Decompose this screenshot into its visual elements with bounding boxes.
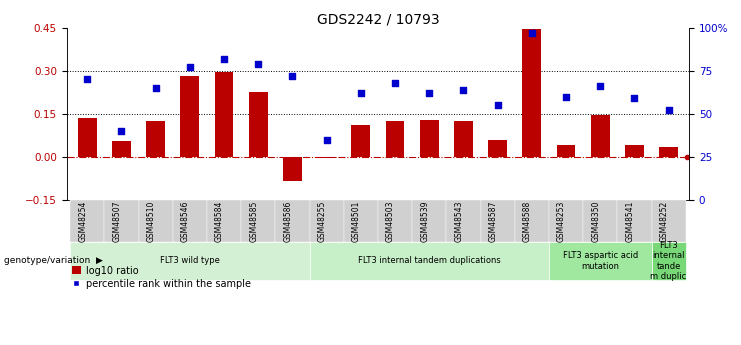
Bar — [283, 157, 302, 181]
Bar — [317, 157, 336, 158]
Point — [218, 56, 230, 61]
Bar — [351, 125, 370, 157]
Point — [457, 87, 469, 92]
Bar — [659, 147, 678, 157]
Bar — [215, 72, 233, 157]
Text: FLT3 aspartic acid
mutation: FLT3 aspartic acid mutation — [562, 251, 638, 270]
Bar — [249, 92, 268, 157]
Bar — [112, 141, 131, 157]
Point — [628, 96, 640, 101]
Bar — [454, 121, 473, 157]
Text: GSM48350: GSM48350 — [591, 200, 600, 242]
Text: GSM48588: GSM48588 — [523, 200, 532, 242]
Text: GSM48543: GSM48543 — [454, 200, 463, 242]
Title: GDS2242 / 10793: GDS2242 / 10793 — [316, 12, 439, 27]
Text: GSM48507: GSM48507 — [113, 200, 122, 242]
Text: GSM48586: GSM48586 — [283, 200, 293, 242]
Point — [252, 61, 264, 67]
Bar — [556, 146, 576, 157]
Point — [321, 137, 333, 142]
Point — [526, 30, 538, 36]
Text: GSM48587: GSM48587 — [488, 200, 498, 242]
Text: GSM48253: GSM48253 — [557, 200, 566, 242]
Point — [560, 94, 572, 99]
Text: FLT3 internal tandem duplications: FLT3 internal tandem duplications — [358, 256, 501, 265]
Bar — [488, 140, 507, 157]
Point — [355, 90, 367, 96]
Text: genotype/variation  ▶: genotype/variation ▶ — [4, 256, 102, 265]
Bar — [78, 118, 96, 157]
Text: GSM48254: GSM48254 — [79, 200, 87, 242]
Text: GSM48501: GSM48501 — [352, 200, 361, 242]
Text: GSM48510: GSM48510 — [147, 200, 156, 242]
Point — [594, 83, 606, 89]
Point — [662, 108, 674, 113]
Bar — [625, 146, 644, 157]
Bar — [146, 121, 165, 157]
Bar — [180, 77, 199, 157]
Bar — [385, 121, 405, 157]
Legend: log10 ratio, percentile rank within the sample: log10 ratio, percentile rank within the … — [72, 266, 251, 289]
Point — [389, 80, 401, 86]
Bar — [420, 120, 439, 157]
Point — [184, 65, 196, 70]
Text: GSM48584: GSM48584 — [215, 200, 224, 242]
Text: GSM48585: GSM48585 — [249, 200, 258, 242]
Text: GSM48503: GSM48503 — [386, 200, 395, 242]
Point — [82, 77, 93, 82]
Point — [116, 128, 127, 134]
Bar — [591, 115, 610, 157]
Text: GSM48541: GSM48541 — [625, 200, 634, 242]
Text: GSM48546: GSM48546 — [181, 200, 190, 242]
Bar — [522, 29, 541, 157]
Text: FLT3
internal
tande
m duplic: FLT3 internal tande m duplic — [651, 241, 687, 281]
Point — [492, 102, 504, 108]
Point — [150, 85, 162, 91]
Text: FLT3 wild type: FLT3 wild type — [160, 256, 220, 265]
Text: GSM48539: GSM48539 — [420, 200, 429, 242]
Text: GSM48252: GSM48252 — [659, 200, 668, 242]
Point — [423, 90, 435, 96]
Text: GSM48255: GSM48255 — [318, 200, 327, 242]
Point — [287, 73, 299, 79]
